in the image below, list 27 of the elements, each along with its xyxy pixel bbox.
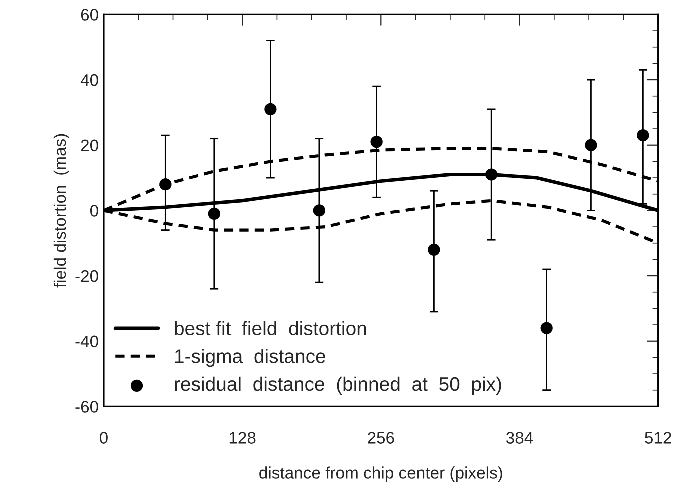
y-tick-label: 20 bbox=[81, 140, 98, 152]
point bbox=[264, 103, 277, 116]
y-tick-label: 60 bbox=[81, 9, 98, 21]
point bbox=[637, 129, 650, 142]
x-axis-title: distance from chip center (pixels) bbox=[260, 466, 502, 482]
y-tick-label: -60 bbox=[76, 401, 98, 413]
legend-label: best fit field distortion bbox=[175, 321, 366, 336]
point bbox=[370, 136, 383, 148]
point bbox=[313, 204, 326, 217]
x-tick-label: 512 bbox=[645, 432, 672, 444]
point bbox=[486, 168, 498, 181]
x-tick-label: 0 bbox=[100, 432, 108, 444]
y-tick-label: -40 bbox=[76, 336, 98, 348]
y-axis-title: field distortion (mas) bbox=[54, 134, 70, 288]
legend-label: residual distance (binned at 50 pix) bbox=[175, 376, 502, 396]
x-tick-label: 128 bbox=[230, 432, 256, 444]
point bbox=[208, 208, 220, 220]
point bbox=[585, 139, 598, 152]
y-tick-label: 40 bbox=[80, 74, 98, 86]
point bbox=[540, 322, 553, 334]
y-tick-label: 0 bbox=[90, 205, 98, 217]
point bbox=[160, 178, 172, 191]
x-tick-label: 256 bbox=[368, 432, 394, 444]
point bbox=[428, 244, 440, 256]
x-tick-label: 384 bbox=[506, 432, 534, 444]
legend-label: 1-sigma distance bbox=[175, 349, 326, 368]
y-tick-label: -20 bbox=[76, 270, 98, 282]
